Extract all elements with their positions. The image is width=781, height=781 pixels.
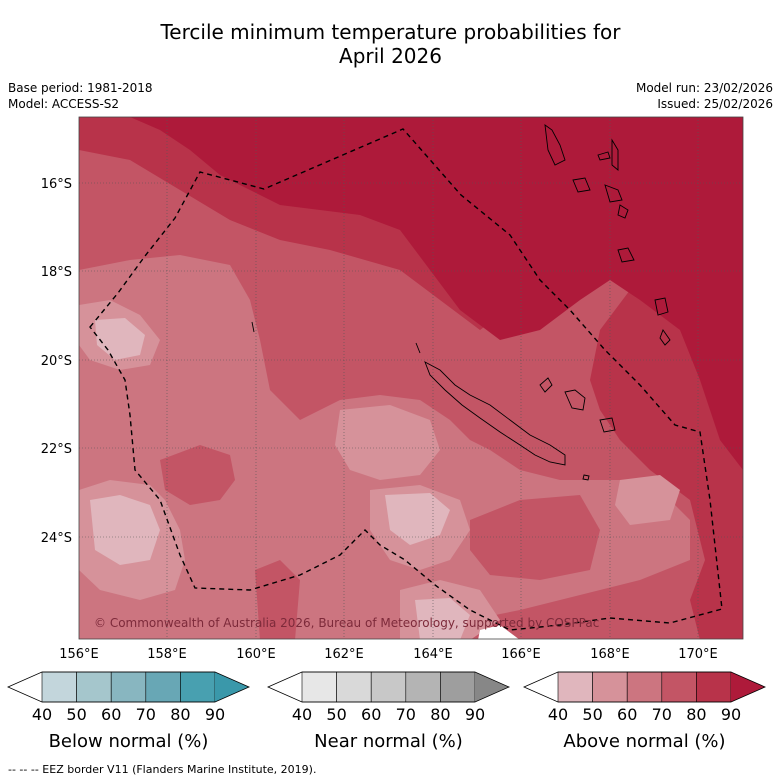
eez-border bbox=[89, 128, 723, 631]
meta-right: Model run: 23/02/2026 Issued: 25/02/2026 bbox=[636, 80, 773, 112]
lon-tick-160e: 160°E bbox=[236, 647, 276, 662]
eez-legend: -- -- -- EEZ border V11 (Flanders Marine… bbox=[8, 763, 317, 776]
title-line-1: Tercile minimum temperature probabilitie… bbox=[160, 20, 621, 44]
lon-tick-156e: 156°E bbox=[59, 647, 99, 662]
band-70-80-southmid bbox=[255, 560, 300, 639]
matthew-hunter bbox=[582, 474, 590, 481]
issued-date: Issued: 25/02/2026 bbox=[657, 97, 773, 111]
below-normal-tick-40: 40 bbox=[32, 705, 52, 724]
below-normal-tick-50: 50 bbox=[66, 705, 86, 724]
loyalty-islands bbox=[539, 377, 616, 433]
below-normal-tick-70: 70 bbox=[136, 705, 156, 724]
map-frame bbox=[78, 116, 744, 640]
coastlines bbox=[251, 124, 671, 481]
probability-field: © Commonwealth of Australia 2026, Bureau… bbox=[79, 117, 743, 639]
near-normal-segment-5 bbox=[440, 671, 476, 703]
colorbars: 40 50 60 70 80 90 Below normal (%) 40 50 60 70 80 90… bbox=[7, 671, 766, 752]
lon-tick-164e: 164°E bbox=[413, 647, 453, 662]
band-40-50-southwest bbox=[90, 495, 160, 565]
below-normal-segment-4 bbox=[145, 671, 181, 703]
near-normal-tick-60: 60 bbox=[361, 705, 381, 724]
below-normal-tick-60: 60 bbox=[101, 705, 121, 724]
band-50-60-east bbox=[615, 475, 680, 525]
lat-tick-16s: 16°S bbox=[41, 177, 72, 192]
below-normal-outline bbox=[7, 671, 250, 703]
below-normal-extend-low bbox=[8, 672, 42, 702]
chesterfield-reefs bbox=[251, 321, 421, 354]
title-line-2: April 2026 bbox=[339, 44, 442, 68]
lat-tick-24s: 24°S bbox=[41, 531, 72, 546]
above-normal-segment-2 bbox=[592, 671, 628, 703]
lat-tick-20s: 20°S bbox=[41, 354, 72, 369]
band-40-50-south bbox=[385, 493, 450, 545]
band-90-north bbox=[130, 117, 743, 470]
near-normal-segment-4 bbox=[405, 671, 441, 703]
above-normal-tick-60: 60 bbox=[617, 705, 637, 724]
near-normal-label: Near normal (%) bbox=[314, 731, 463, 752]
below-normal-segment-1 bbox=[41, 671, 77, 703]
model-name: Model: ACCESS-S2 bbox=[8, 97, 120, 111]
lon-tick-162e: 162°E bbox=[324, 647, 364, 662]
below-normal-tick-80: 80 bbox=[170, 705, 190, 724]
band-50-60-center bbox=[335, 405, 440, 480]
below-normal-tick-90: 90 bbox=[205, 705, 225, 724]
above-normal-segment-3 bbox=[626, 671, 663, 703]
lat-tick-22s: 22°S bbox=[41, 442, 72, 457]
near-normal-tick-90: 90 bbox=[465, 705, 485, 724]
band-40-50-se bbox=[415, 598, 470, 639]
base-period: Base period: 1981-2018 bbox=[8, 81, 153, 95]
near-normal-tick-40: 40 bbox=[292, 705, 312, 724]
below-normal-segment-2 bbox=[76, 671, 112, 703]
lon-tick-168e: 168°E bbox=[590, 647, 630, 662]
above-normal-tick-90: 90 bbox=[721, 705, 741, 724]
near-normal-segment-2 bbox=[336, 671, 372, 703]
near-normal-outline bbox=[267, 671, 510, 703]
lat-tick-18s: 18°S bbox=[41, 265, 72, 280]
above-normal-outline bbox=[523, 671, 766, 703]
near-normal-extend-high bbox=[475, 672, 509, 702]
meta-left: Base period: 1981-2018 Model: ACCESS-S2 bbox=[8, 80, 153, 112]
lon-labels: 156°E 158°E 160°E 162°E 164°E 166°E 168°… bbox=[59, 647, 718, 662]
band-70-80-southeast bbox=[470, 495, 600, 580]
below-normal-colorbar: 40 50 60 70 80 90 Below normal (%) bbox=[7, 671, 250, 752]
lat-labels: 16°S 18°S 20°S 22°S 24°S bbox=[41, 177, 72, 546]
above-normal-extend-low bbox=[524, 672, 558, 702]
lon-tick-158e: 158°E bbox=[147, 647, 187, 662]
near-normal-segment-1 bbox=[301, 671, 337, 703]
above-normal-segment-1 bbox=[557, 671, 593, 703]
above-normal-tick-80: 80 bbox=[686, 705, 706, 724]
above-normal-tick-50: 50 bbox=[582, 705, 602, 724]
near-normal-tick-70: 70 bbox=[396, 705, 416, 724]
above-normal-colorbar: 40 50 60 70 80 90 Above normal (%) bbox=[523, 671, 766, 752]
copyright: © Commonwealth of Australia 2026, Bureau… bbox=[94, 616, 599, 630]
above-normal-extend-high bbox=[731, 672, 765, 702]
below-normal-extend-high bbox=[215, 672, 249, 702]
band-70-80-south bbox=[160, 445, 235, 505]
band-white-gap bbox=[478, 625, 519, 639]
new-caledonia-coast bbox=[424, 361, 566, 466]
near-normal-extend-low bbox=[268, 672, 302, 702]
map-title: Tercile minimum temperature probabilitie… bbox=[0, 20, 781, 68]
below-normal-segment-5 bbox=[180, 671, 216, 703]
model-run: Model run: 23/02/2026 bbox=[635, 81, 773, 95]
near-normal-tick-80: 80 bbox=[430, 705, 450, 724]
below-normal-label: Below normal (%) bbox=[49, 731, 209, 752]
vanuatu-islands bbox=[544, 124, 671, 346]
lon-tick-170e: 170°E bbox=[678, 647, 718, 662]
above-normal-segment-4 bbox=[661, 671, 697, 703]
above-normal-tick-70: 70 bbox=[652, 705, 672, 724]
near-normal-tick-50: 50 bbox=[326, 705, 346, 724]
above-normal-segment-5 bbox=[696, 671, 732, 703]
above-normal-label: Above normal (%) bbox=[563, 731, 725, 752]
above-normal-tick-40: 40 bbox=[548, 705, 568, 724]
below-normal-segment-3 bbox=[110, 671, 147, 703]
near-normal-segment-3 bbox=[370, 671, 407, 703]
lon-tick-166e: 166°E bbox=[501, 647, 541, 662]
